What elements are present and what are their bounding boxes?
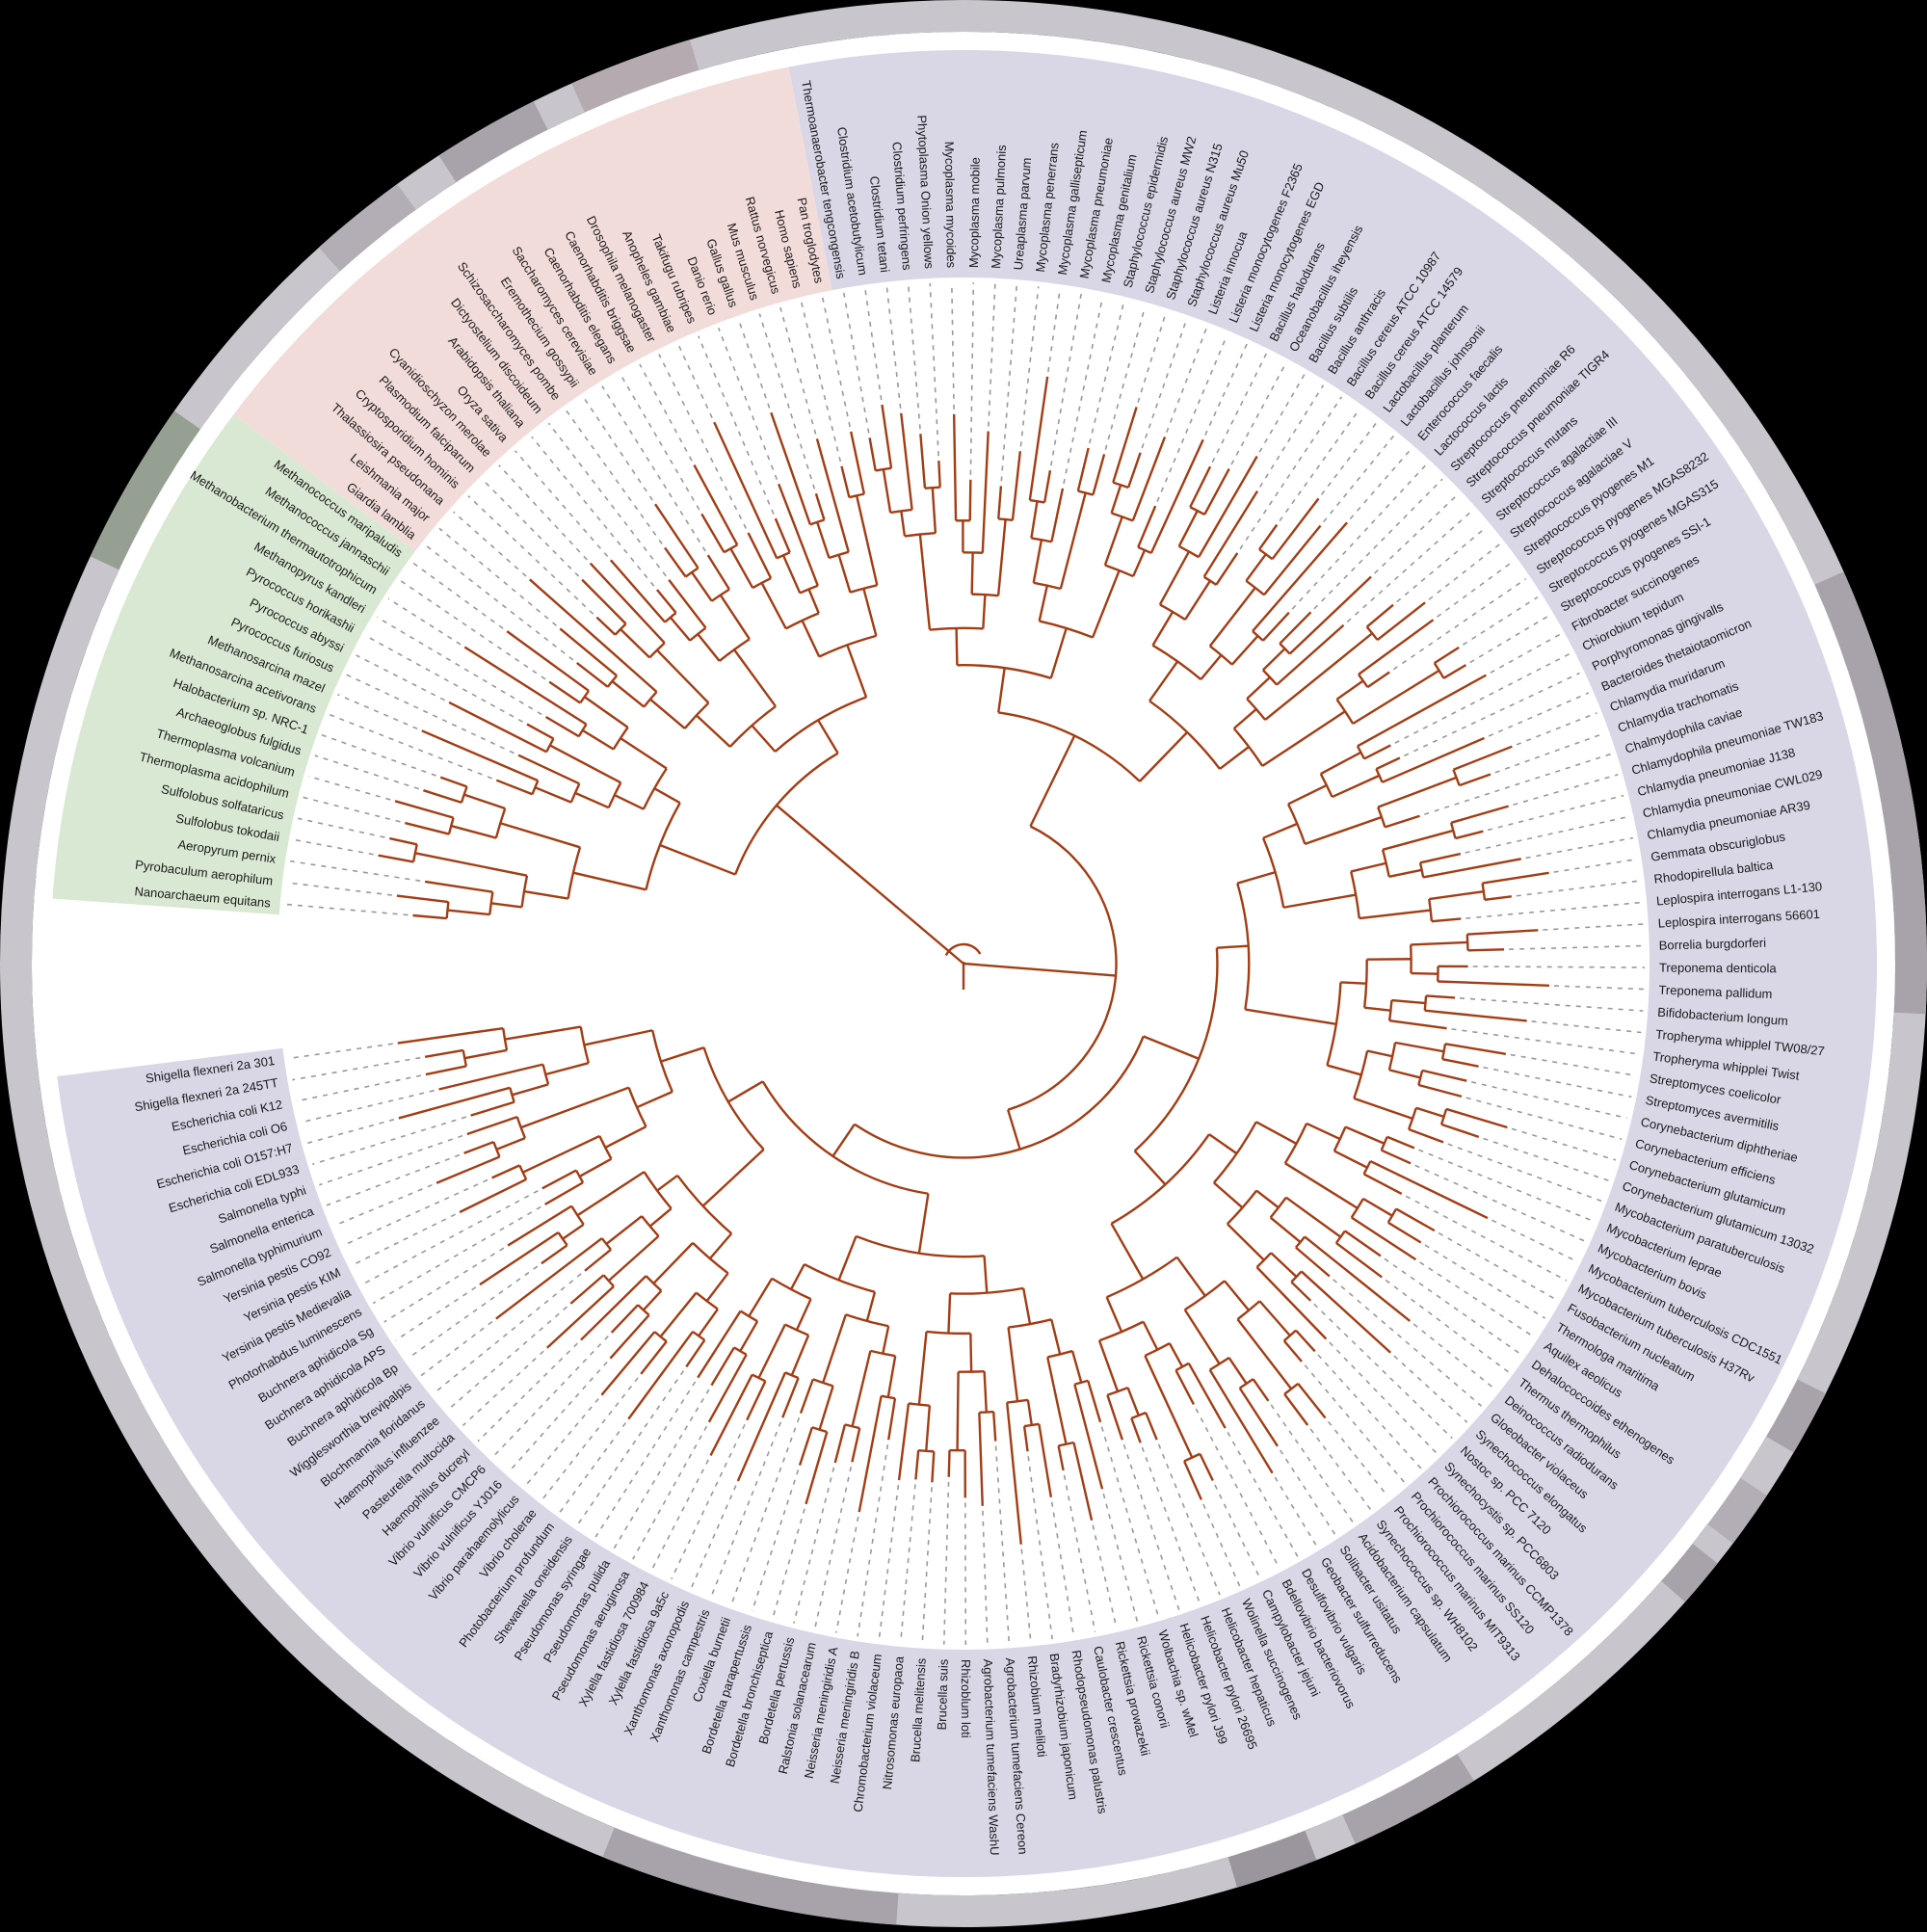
taxon-label[interactable]: Mycoplasma mobile	[966, 157, 983, 268]
tree-branch	[949, 1450, 950, 1477]
tree-branch	[1412, 973, 1439, 974]
tree-branch-arc	[998, 518, 1013, 519]
tree-branch	[958, 1372, 959, 1451]
tree-branch	[948, 1293, 950, 1333]
tree-branch	[1340, 982, 1366, 983]
taxon-label[interactable]: Treponema denticola	[1659, 961, 1778, 976]
taxon-label[interactable]: Mycoplasma mycoides	[942, 142, 959, 269]
tree-branch	[972, 552, 973, 594]
tree-branch-arc	[1467, 935, 1468, 951]
tree-branch	[970, 480, 971, 520]
tree-branch	[970, 1334, 971, 1372]
tree-branch-arc	[979, 1412, 993, 1413]
tree-branch	[1467, 949, 1504, 950]
tree-branch-arc	[1425, 995, 1426, 1010]
taxon-label[interactable]: Brucella suis	[935, 1658, 951, 1731]
tree-branch	[957, 628, 958, 665]
taxon-label[interactable]: Borrelia burgdorferi	[1659, 936, 1767, 953]
tree-branch	[938, 461, 939, 488]
tree-branch-arc	[918, 1450, 934, 1451]
taxon-label[interactable]: Rhizoblum loti	[959, 1659, 973, 1738]
tree-branch-arc	[925, 488, 940, 489]
tree-branch-arc	[959, 1371, 985, 1372]
